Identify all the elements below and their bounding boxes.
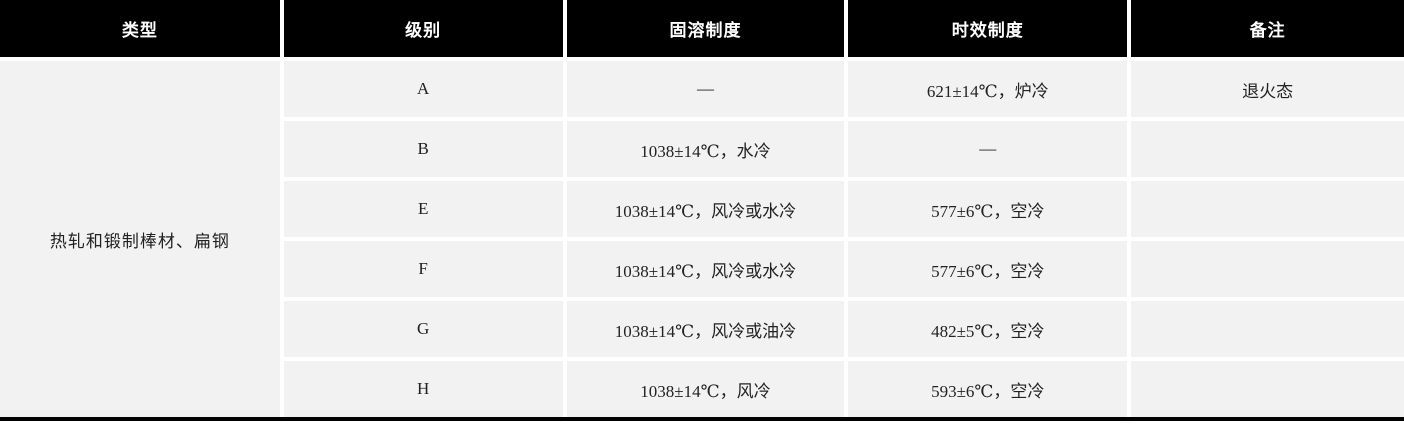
grade-cell: F — [283, 241, 563, 297]
solution-cell: 1038±14℃，水冷 — [566, 121, 845, 177]
grade-cell: B — [283, 121, 563, 177]
aging-cell: — — [848, 121, 1128, 177]
solution-cell: 1038±14℃，风冷 — [566, 361, 845, 417]
header-cell-solution: 固溶制度 — [566, 0, 845, 57]
aging-cell: 482±5℃，空冷 — [848, 301, 1128, 357]
table-row: H 1038±14℃，风冷 593±6℃，空冷 — [0, 361, 1404, 417]
header-cell-aging: 时效制度 — [848, 0, 1128, 57]
note-cell: 退火态 — [1131, 61, 1404, 117]
note-cell — [1131, 361, 1404, 417]
aging-cell: 577±6℃，空冷 — [848, 181, 1128, 237]
grade-cell: E — [283, 181, 563, 237]
grade-cell: A — [283, 61, 563, 117]
grade-cell: G — [283, 301, 563, 357]
note-cell — [1131, 121, 1404, 177]
aging-cell: 577±6℃，空冷 — [848, 241, 1128, 297]
note-cell — [1131, 181, 1404, 237]
table-row: G 1038±14℃，风冷或油冷 482±5℃，空冷 — [0, 301, 1404, 357]
table-row: B 1038±14℃，水冷 — — [0, 121, 1404, 177]
note-cell — [1131, 301, 1404, 357]
solution-cell: 1038±14℃，风冷或水冷 — [566, 241, 845, 297]
aging-cell: 621±14℃，炉冷 — [848, 61, 1128, 117]
solution-cell: — — [566, 61, 845, 117]
table-row: 热轧和锻制棒材、扁钢 A — 621±14℃，炉冷 退火态 — [0, 61, 1404, 417]
note-cell — [1131, 241, 1404, 297]
header-cell-grade: 级别 — [283, 0, 563, 57]
solution-cell: 1038±14℃，风冷或油冷 — [566, 301, 845, 357]
aging-cell: 593±6℃，空冷 — [848, 361, 1128, 417]
header-cell-type: 类型 — [0, 0, 280, 57]
header-cell-note: 备注 — [1131, 0, 1404, 57]
header-row: 类型 级别 固溶制度 时效制度 备注 — [0, 0, 1404, 57]
table-row: F 1038±14℃，风冷或水冷 577±6℃，空冷 — [0, 241, 1404, 297]
solution-cell: 1038±14℃，风冷或水冷 — [566, 181, 845, 237]
grade-cell: H — [283, 361, 563, 417]
type-merged-cell: 热轧和锻制棒材、扁钢 — [0, 61, 280, 417]
table-row: E 1038±14℃，风冷或水冷 577±6℃，空冷 — [0, 181, 1404, 237]
